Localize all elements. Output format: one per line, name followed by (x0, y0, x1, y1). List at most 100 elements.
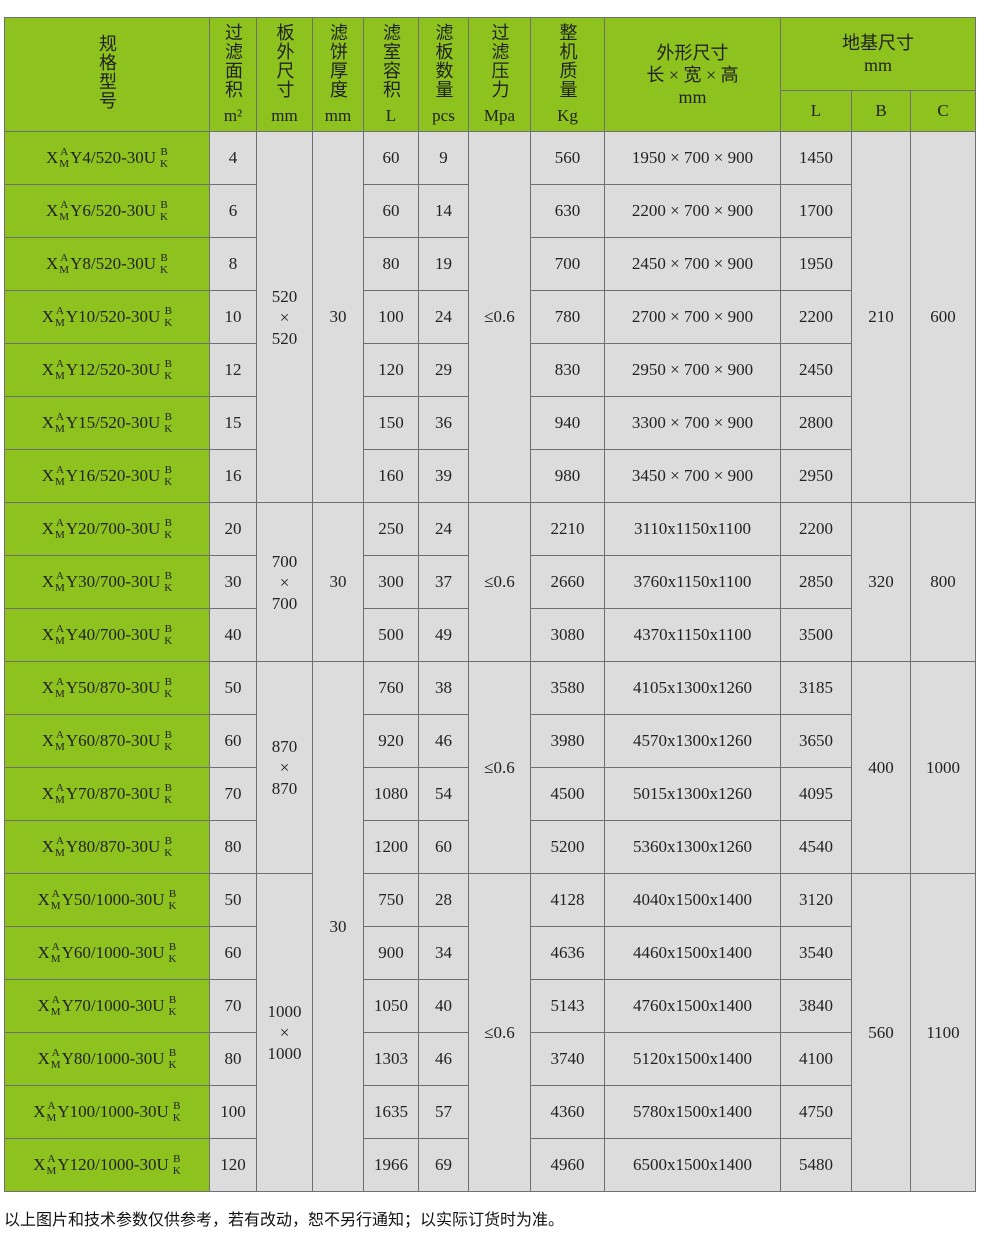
model-label: X A M Y60/1000-30U B K (38, 941, 177, 965)
model-name: Y4/520-30U (70, 148, 157, 167)
dims-cell: 4570x1300x1260 (604, 714, 781, 768)
weight-cell: 630 (530, 184, 605, 238)
foundation-l-cell: 2200 (780, 290, 852, 344)
dims-cell: 1950 × 700 × 900 (604, 131, 781, 185)
model-prefix-sup: A (47, 1153, 56, 1165)
table-row: X A M Y40/700-30U B K 40 500 49 3080 4370x1150x110… (4, 608, 976, 662)
model-cell: X A M Y16/520-30U B K (4, 449, 210, 503)
table-row: X A M Y50/1000-30U B K 50 1000 × 1000 750 28 ≤0.6 412… (4, 873, 977, 1192)
model-prefix-sub: M (55, 688, 65, 700)
model-prefix-x: X (41, 360, 55, 379)
model-label: X A M Y50/870-30U B K (42, 676, 172, 700)
model-prefix-x: X (37, 943, 50, 962)
dims-cell: 4040x1500x1400 (604, 873, 781, 927)
model-suffix-bottom: K (160, 158, 168, 170)
dims-cell: 4105x1300x1260 (604, 661, 781, 715)
model-cell: X A M Y120/1000-30U B K (4, 1138, 210, 1192)
area-cell: 30 (209, 555, 257, 609)
foundation-l-cell: 1950 (780, 237, 852, 291)
area-cell: 60 (209, 714, 257, 768)
model-prefix-sup: A (60, 199, 69, 211)
model-name: Y70/870-30U (65, 784, 161, 803)
model-suffix-bottom: K (160, 211, 168, 223)
weight-cell: 4636 (530, 926, 605, 980)
dims-cell: 3450 × 700 × 900 (604, 449, 781, 503)
plates-cell: 40 (418, 979, 469, 1033)
pressure-cell: ≤0.6 (468, 661, 531, 874)
header-foundation-l: L (780, 90, 852, 132)
model-prefix-x: X (37, 1049, 50, 1068)
header-volume-label: 滤室容积 (381, 23, 401, 99)
weight-cell: 5200 (530, 820, 605, 874)
header-foundation-title: 地基尺寸 (842, 33, 914, 53)
foundation-l-cell: 3540 (780, 926, 852, 980)
weight-cell: 5143 (530, 979, 605, 1033)
plate-size-part: × (279, 572, 290, 592)
model-suffix-bottom: K (164, 688, 173, 700)
model-cell: X A M Y12/520-30U B K (4, 343, 210, 397)
model-prefix-sub: M (50, 900, 61, 912)
plates-cell: 39 (418, 449, 469, 503)
plate-size-cell: 1000 × 1000 (256, 873, 313, 1192)
dims-cell: 2700 × 700 × 900 (604, 290, 781, 344)
model-label: X A M Y8/520-30U B K (46, 252, 168, 276)
model-label: X A M Y20/700-30U B K (42, 517, 172, 541)
model-label: X A M Y12/520-30U B K (42, 358, 172, 382)
plate-size-part: 870 (271, 779, 298, 798)
header-plates: 滤板数量 pcs (418, 17, 469, 132)
plate-size-part: 700 (271, 593, 298, 613)
header-volume-unit: L (385, 106, 397, 125)
plate-size-cell: 700 × 700 (256, 502, 313, 662)
model-label: X A M Y50/1000-30U B K (38, 888, 177, 912)
model-prefix-sub: M (55, 529, 65, 541)
table-row: X A M Y15/520-30U B K 15 150 36 940 3300 × 700 × 9… (4, 396, 976, 450)
volume-cell: 1303 (363, 1032, 419, 1086)
weight-cell: 3580 (530, 661, 605, 715)
volume-cell: 900 (363, 926, 419, 980)
area-cell: 120 (209, 1138, 257, 1192)
model-suffix-bottom: K (164, 423, 173, 435)
header-pressure-unit: Mpa (483, 106, 516, 125)
model-prefix-x: X (41, 625, 55, 644)
model-suffix-top: B (164, 782, 172, 794)
model-prefix-sub: M (59, 211, 70, 223)
model-suffix-top: B (164, 835, 172, 847)
model-label: X A M Y40/700-30U B K (42, 623, 172, 647)
volume-cell: 1050 (363, 979, 419, 1033)
model-prefix-x: X (37, 996, 50, 1015)
model-prefix-sub: M (55, 582, 65, 594)
model-prefix-sub: M (50, 1059, 61, 1071)
plates-cell: 60 (418, 820, 469, 874)
weight-cell: 2660 (530, 555, 605, 609)
model-name: Y100/1000-30U (57, 1102, 169, 1121)
model-name: Y12/520-30U (65, 360, 161, 379)
model-prefix-sup: A (55, 729, 64, 741)
model-prefix-sub: M (59, 264, 70, 276)
model-cell: X A M Y20/700-30U B K (4, 502, 210, 556)
volume-cell: 150 (363, 396, 419, 450)
plates-cell: 9 (418, 131, 469, 185)
dims-cell: 3110x1150x1100 (604, 502, 781, 556)
foundation-l-cell: 1450 (780, 131, 852, 185)
model-suffix-top: B (173, 1100, 181, 1112)
table-row: X A M Y60/870-30U B K 60 920 46 3980 4570x1300x126… (4, 714, 976, 768)
plate-size-part: 520 (271, 328, 298, 348)
table-row: X A M Y8/520-30U B K 8 80 19 700 2450 × 700 × 900 1… (4, 237, 976, 291)
header-plates-label: 滤板数量 (433, 23, 454, 99)
model-cell: X A M Y10/520-30U B K (4, 290, 210, 344)
model-prefix-sup: A (55, 358, 64, 370)
model-cell: X A M Y8/520-30U B K (4, 237, 210, 291)
